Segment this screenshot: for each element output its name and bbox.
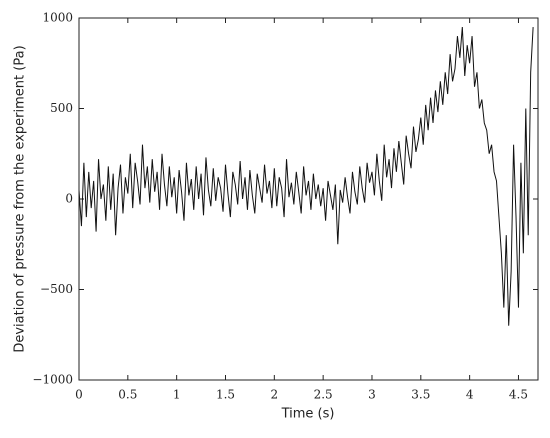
y-tick-label: 500 [50,101,73,115]
y-tick-label: −1000 [32,373,73,387]
x-tick-label: 2.5 [314,388,333,402]
x-tick-label: 3.5 [411,388,430,402]
x-axis-label: Time (s) [281,407,335,422]
plot-frame [78,17,539,381]
y-tick-label: −500 [40,282,73,296]
x-tick-label: 1 [173,388,181,402]
y-axis-label: Deviation of pressure from the experimen… [13,45,28,352]
x-tick-label: 2 [270,388,278,402]
x-tick-label: 3 [368,388,376,402]
x-tick-label: 4 [466,388,474,402]
x-tick-label: 0.5 [118,388,137,402]
x-tick-label: 4.5 [509,388,528,402]
x-tick-label: 0 [75,388,83,402]
y-tick-label: 1000 [42,11,73,25]
data-line [78,27,534,326]
x-tick-label: 1.5 [216,388,235,402]
y-tick-label: 0 [65,192,73,206]
